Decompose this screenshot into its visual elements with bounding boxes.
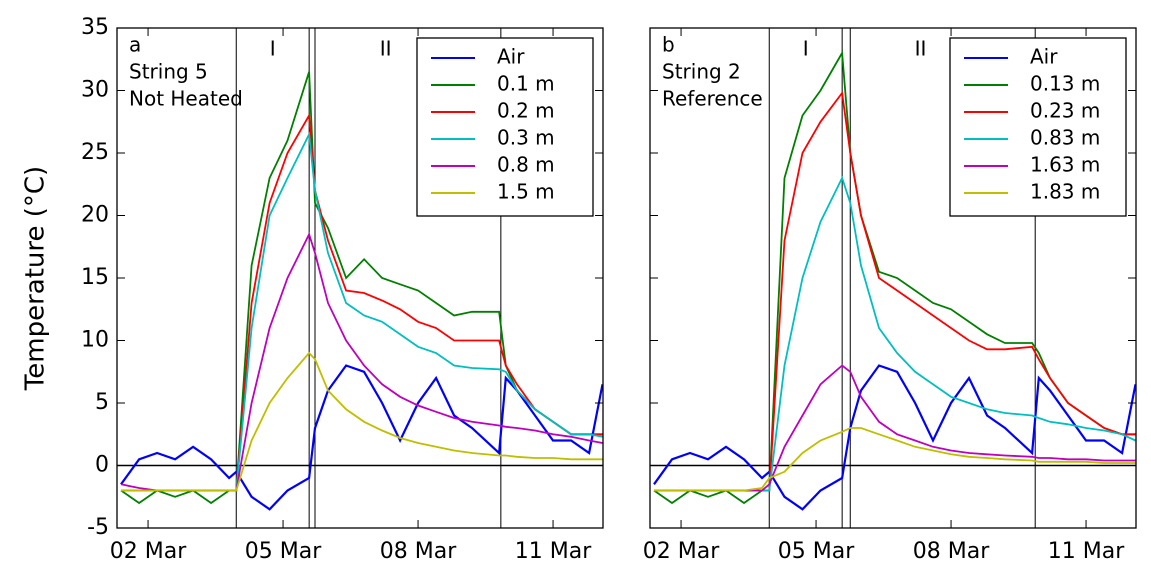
legend: Air 0.13 m 0.23 m 0.83 m 1.63 m 1.83 m	[949, 37, 1127, 217]
x-tick-label: 08 Mar	[913, 539, 990, 564]
y-tick-label: -5	[87, 515, 109, 540]
y-axis-label: Temperature (°C)	[21, 166, 51, 391]
panel-note: b	[662, 33, 675, 57]
legend-label: 0.2 m	[497, 99, 555, 123]
data-line	[654, 175, 1136, 492]
y-tick-label: 5	[95, 390, 109, 415]
data-line	[121, 351, 603, 492]
y-tick-label: 10	[81, 328, 109, 353]
x-tick-label: 08 Mar	[380, 539, 457, 564]
x-tick-label: 11 Mar	[515, 539, 592, 564]
period-label: I	[803, 37, 809, 61]
y-tick-label: 0	[95, 453, 109, 478]
panel-note: Not Heated	[129, 87, 243, 111]
period-label: II	[380, 37, 392, 61]
x-tick-label: 02 Mar	[110, 539, 187, 564]
legend-box	[416, 37, 594, 217]
legend-label: 1.83 m	[1030, 180, 1100, 204]
y-tick-label: 30	[81, 78, 109, 103]
legend-label: Air	[497, 45, 525, 69]
period-label: I	[270, 37, 276, 61]
data-line	[120, 364, 604, 511]
legend-label: 0.1 m	[497, 72, 555, 96]
x-tick-label: 05 Mar	[778, 539, 855, 564]
data-line	[653, 364, 1137, 511]
legend-label: 0.83 m	[1030, 126, 1100, 150]
data-line	[120, 231, 603, 492]
legend: Air 0.1 m 0.2 m 0.3 m 0.8 m 1.5 m	[416, 37, 594, 217]
legend-label: 0.23 m	[1030, 99, 1100, 123]
x-tick-label: 11 Mar	[1048, 539, 1125, 564]
panel-note: String 2	[662, 60, 741, 84]
x-tick-label: 02 Mar	[643, 539, 720, 564]
panel-note: Reference	[662, 87, 763, 111]
data-line	[654, 427, 1136, 492]
y-tick-label: 35	[81, 15, 109, 40]
panel-note: String 5	[129, 60, 208, 84]
y-tick-label: 25	[81, 140, 109, 165]
legend-label: Air	[1030, 45, 1058, 69]
y-tick-label: 15	[81, 265, 109, 290]
legend-label: 1.5 m	[497, 180, 555, 204]
x-tick-label: 05 Mar	[245, 539, 322, 564]
period-label: II	[915, 37, 927, 61]
y-tick-label: 20	[81, 203, 109, 228]
panel-note: a	[129, 33, 141, 57]
legend-label: 1.63 m	[1030, 153, 1100, 177]
data-line	[654, 364, 1136, 492]
legend-label: 0.8 m	[497, 153, 555, 177]
legend-box	[949, 37, 1127, 217]
legend-label: 0.13 m	[1030, 72, 1100, 96]
legend-label: 0.3 m	[497, 126, 555, 150]
